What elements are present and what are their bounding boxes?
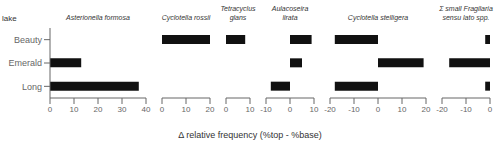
html-text:Tetracyclus: Tetracyclus (220, 5, 256, 12)
svg-text:0: 0 (48, 105, 53, 112)
svg-text:Emerald: Emerald (8, 58, 42, 68)
svg-text:10: 10 (398, 105, 407, 112)
svg-text:0: 0 (488, 105, 492, 112)
svg-text:-20: -20 (436, 105, 448, 112)
html-text:sensu lato spp.: sensu lato spp. (442, 14, 490, 21)
svg-text:10: 10 (310, 105, 319, 112)
html-text:Σ small Fragilaria: Σ small Fragilaria (439, 5, 493, 12)
svg-text:0: 0 (288, 105, 293, 112)
svg-text:Long: Long (22, 82, 42, 92)
svg-text:10: 10 (246, 105, 255, 112)
html-text:Δ relative frequency (%top - %: Δ relative frequency (%top - %base) (178, 130, 322, 140)
svg-text:0: 0 (376, 105, 381, 112)
svg-text:30: 30 (118, 105, 127, 112)
svg-text:40: 40 (142, 105, 151, 112)
svg-text:-10: -10 (260, 105, 272, 112)
svg-text:0: 0 (224, 105, 229, 112)
html-text:lirata: lirata (282, 14, 298, 21)
html-text:Asterionella formosa: Asterionella formosa (66, 14, 130, 21)
svg-text:Beauty: Beauty (14, 35, 43, 45)
svg-text:20: 20 (206, 105, 215, 112)
html-text:Aulacoseira: Aulacoseira (271, 5, 309, 12)
svg-text:0: 0 (160, 105, 165, 112)
svg-text:10: 10 (182, 105, 191, 112)
html-text:Cyclotella rossii: Cyclotella rossii (161, 14, 211, 21)
html-text:glans: glans (229, 14, 247, 21)
html-text:Cyclotella stelligera: Cyclotella stelligera (347, 14, 409, 21)
svg-text:-20: -20 (324, 105, 336, 112)
svg-text:20: 20 (94, 105, 103, 112)
svg-text:-10: -10 (348, 105, 360, 112)
svg-text:-10: -10 (460, 105, 472, 112)
html-text:lake: lake (2, 14, 17, 23)
svg-text:20: 20 (422, 105, 431, 112)
svg-text:10: 10 (70, 105, 79, 112)
